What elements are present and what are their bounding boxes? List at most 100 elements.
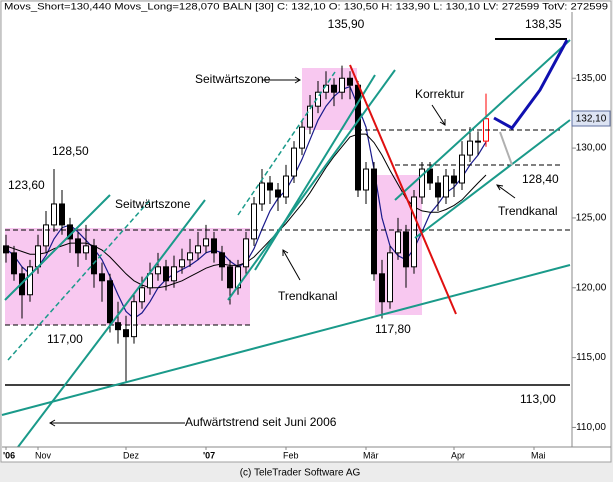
last-price-label: 132,10 — [576, 114, 607, 125]
candle-body — [123, 329, 129, 338]
candle-body — [83, 245, 89, 254]
last-price-box — [571, 110, 611, 127]
candle-body — [11, 252, 17, 275]
x-tick-label: Apr — [451, 450, 465, 460]
x-tick-label: Nov — [35, 450, 52, 460]
candle-body — [43, 224, 49, 247]
channel-line — [394, 39, 571, 201]
annotation: Seitwärtszone — [115, 197, 191, 211]
candle-body — [211, 238, 217, 254]
trend-line — [254, 74, 376, 271]
candle-body — [379, 273, 385, 303]
candle-body — [443, 175, 449, 198]
candle-body — [371, 168, 377, 275]
trend-line — [7, 199, 151, 361]
candle-body — [459, 154, 465, 184]
x-tick-label: Dez — [123, 450, 140, 460]
y-tick-label: 125,00 — [576, 213, 607, 224]
candle-body — [163, 266, 169, 282]
candle-body — [363, 168, 369, 191]
trend-line — [227, 69, 396, 301]
candle-body — [251, 203, 257, 240]
candle-body — [203, 238, 209, 247]
candle-body — [331, 84, 337, 93]
candle-body — [435, 182, 441, 198]
candle-body — [227, 266, 233, 289]
y-tick-label: 130,00 — [576, 143, 607, 154]
candle-body — [115, 322, 121, 331]
candle-body — [91, 245, 97, 275]
candle-body — [187, 252, 193, 261]
annotation: 117,80 — [375, 322, 411, 336]
candle-body — [139, 287, 145, 303]
candle-body — [307, 105, 313, 128]
annotation: 123,60 — [8, 178, 45, 192]
candle-body — [275, 189, 281, 198]
annotation: Korrektur — [415, 87, 464, 101]
header-info: Movs_Short=130,440 Movs_Long=128,070 BAL… — [4, 1, 608, 11]
copyright: (c) TeleTrader Software AG — [240, 468, 361, 479]
y-tick-label: 115,00 — [576, 352, 606, 363]
trend-line — [237, 71, 336, 216]
y-tick-label: 135,00 — [576, 73, 607, 84]
candle-body — [171, 266, 177, 282]
candle-body — [411, 196, 417, 268]
candle-body — [27, 266, 33, 296]
forecast-path — [499, 131, 513, 166]
annotation: Trendkanal — [278, 289, 338, 303]
x-tick-label: '07 — [203, 450, 215, 460]
candle-body — [107, 280, 113, 324]
annotation: 135,90 — [328, 17, 365, 31]
candle-body — [99, 273, 105, 282]
x-tick-label: '06 — [3, 450, 15, 460]
candle-body — [243, 238, 249, 268]
candle-body — [419, 168, 425, 198]
candle-body — [283, 175, 289, 198]
drawings — [1, 38, 571, 448]
annotation: 128,40 — [522, 172, 559, 186]
candle-body — [219, 252, 225, 268]
candle-body — [155, 266, 161, 275]
candle-body — [475, 140, 481, 143]
trend-line — [17, 199, 206, 448]
candle-body — [315, 91, 321, 107]
candle-body — [403, 231, 409, 268]
candle-body — [131, 301, 137, 338]
candle-body — [51, 203, 57, 226]
annotation: 128,50 — [52, 144, 89, 158]
candle-body — [291, 147, 297, 177]
y-tick-label: 120,00 — [576, 282, 607, 293]
x-tick-label: Mai — [531, 450, 546, 460]
candle-body — [395, 231, 401, 254]
candle-body — [59, 203, 65, 226]
candle-body — [267, 182, 273, 191]
x-tick-label: Mär — [363, 450, 379, 460]
candle-body — [427, 168, 433, 184]
candle-body — [195, 245, 201, 254]
candle-body — [179, 259, 185, 268]
candle-body — [259, 182, 265, 205]
channel-line — [414, 119, 571, 239]
annotation: Seitwärtszone — [195, 72, 271, 86]
trend-line — [4, 194, 111, 301]
candle-body — [387, 252, 393, 303]
x-tick-label: Feb — [283, 450, 299, 460]
candle-body — [75, 238, 81, 254]
arrows — [49, 76, 516, 427]
correction-line — [349, 64, 457, 315]
annotation: 113,00 — [520, 392, 556, 406]
forecast-path — [493, 39, 569, 130]
candle-body — [35, 245, 41, 268]
annotation: Trendkanal — [498, 204, 558, 218]
annotation: Aufwärtstrend seit Juni 2006 — [185, 415, 337, 429]
candle-body — [299, 126, 305, 149]
candle-body — [347, 77, 353, 86]
trend-line — [1, 264, 571, 416]
annotation: 138,35 — [525, 17, 562, 31]
candle-body — [467, 140, 473, 156]
candle-body — [339, 77, 345, 93]
y-tick-label: 110,00 — [576, 422, 606, 433]
candle-body — [451, 175, 457, 184]
annotation: 117,00 — [47, 332, 83, 346]
